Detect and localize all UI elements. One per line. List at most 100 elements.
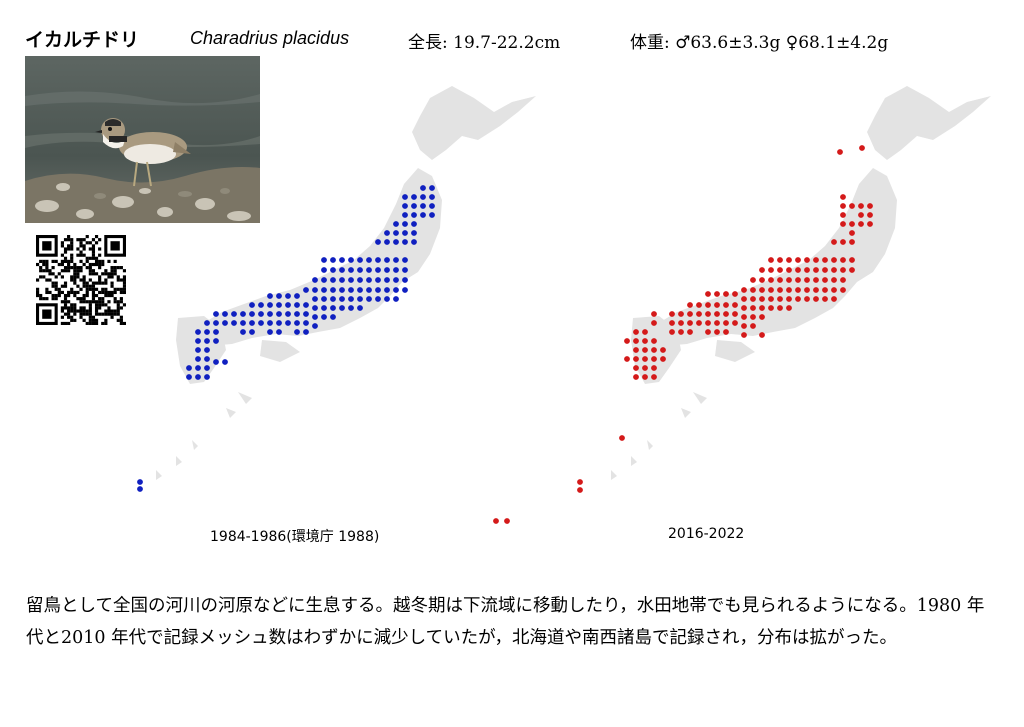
japan-land-outline	[611, 86, 991, 480]
record-dot	[330, 257, 336, 263]
record-dot	[786, 296, 792, 302]
record-dot	[642, 374, 648, 380]
record-dot	[831, 287, 837, 293]
record-dot	[276, 329, 282, 335]
record-dot	[213, 329, 219, 335]
record-dot	[705, 329, 711, 335]
record-dot	[312, 287, 318, 293]
record-dot	[348, 287, 354, 293]
record-dot	[777, 305, 783, 311]
record-dot	[402, 203, 408, 209]
record-dot	[741, 314, 747, 320]
record-dot	[429, 185, 435, 191]
record-dot	[137, 486, 143, 492]
record-dot	[384, 230, 390, 236]
record-dot	[366, 267, 372, 273]
record-dot	[330, 305, 336, 311]
record-dot	[777, 277, 783, 283]
record-dot	[195, 347, 201, 353]
record-dot	[786, 257, 792, 263]
record-dot	[849, 221, 855, 227]
record-dot	[357, 257, 363, 263]
record-dot	[822, 296, 828, 302]
record-dot	[384, 267, 390, 273]
record-dot	[204, 347, 210, 353]
record-dot	[786, 267, 792, 273]
record-dot	[213, 320, 219, 326]
record-dot	[375, 296, 381, 302]
record-dot	[348, 277, 354, 283]
record-dot	[795, 296, 801, 302]
record-dot	[750, 314, 756, 320]
record-dot	[732, 320, 738, 326]
record-dot	[339, 287, 345, 293]
record-dot	[348, 305, 354, 311]
species-description: 留鳥として全国の河川の河原などに生息する。越冬期は下流域に移動したり，水田地帯で…	[26, 596, 985, 648]
record-dot	[330, 277, 336, 283]
record-dot	[402, 277, 408, 283]
record-dot	[741, 323, 747, 329]
record-dot	[402, 212, 408, 218]
record-dot	[867, 203, 873, 209]
record-dot	[204, 320, 210, 326]
record-dot	[651, 347, 657, 353]
record-dot	[831, 267, 837, 273]
record-dot	[723, 302, 729, 308]
record-dot	[411, 203, 417, 209]
species-name-japanese: イカルチドリ	[25, 29, 140, 51]
record-dot	[339, 267, 345, 273]
record-dot	[420, 212, 426, 218]
record-dot	[420, 203, 426, 209]
record-dot	[750, 305, 756, 311]
record-dot	[384, 239, 390, 245]
record-dot	[714, 302, 720, 308]
record-dot	[222, 359, 228, 365]
record-dot	[366, 287, 372, 293]
record-dot	[768, 296, 774, 302]
record-dot	[831, 239, 837, 245]
record-dot	[633, 374, 639, 380]
record-dot	[402, 230, 408, 236]
record-dot	[777, 257, 783, 263]
record-dot	[393, 287, 399, 293]
record-dot	[795, 287, 801, 293]
record-dot	[402, 194, 408, 200]
record-dot	[339, 296, 345, 302]
record-dot	[393, 296, 399, 302]
record-dot	[375, 287, 381, 293]
record-dot	[186, 365, 192, 371]
record-dot	[837, 149, 843, 155]
record-dot	[240, 311, 246, 317]
record-dot	[813, 296, 819, 302]
map-caption-1984-1986: 1984-1986(環境庁 1988)	[210, 529, 380, 545]
record-dot	[384, 296, 390, 302]
record-dot	[840, 287, 846, 293]
record-dot	[493, 518, 499, 524]
record-dot	[276, 311, 282, 317]
record-dot	[213, 359, 219, 365]
record-dot	[402, 287, 408, 293]
record-dot	[366, 257, 372, 263]
record-dot	[660, 356, 666, 362]
record-dot	[759, 332, 765, 338]
record-dot	[768, 305, 774, 311]
record-dot	[357, 296, 363, 302]
record-dot	[213, 338, 219, 344]
record-dot	[705, 291, 711, 297]
record-dot	[393, 257, 399, 263]
record-dot	[375, 257, 381, 263]
record-dot	[633, 329, 639, 335]
record-dot	[642, 365, 648, 371]
record-dot	[321, 287, 327, 293]
record-dot	[420, 194, 426, 200]
record-dot	[669, 329, 675, 335]
record-dot	[759, 287, 765, 293]
record-dot	[849, 239, 855, 245]
record-dot	[723, 311, 729, 317]
record-dot	[294, 302, 300, 308]
record-dot	[267, 302, 273, 308]
record-dot	[804, 257, 810, 263]
record-dot	[321, 305, 327, 311]
record-dot	[633, 365, 639, 371]
record-dot	[303, 302, 309, 308]
